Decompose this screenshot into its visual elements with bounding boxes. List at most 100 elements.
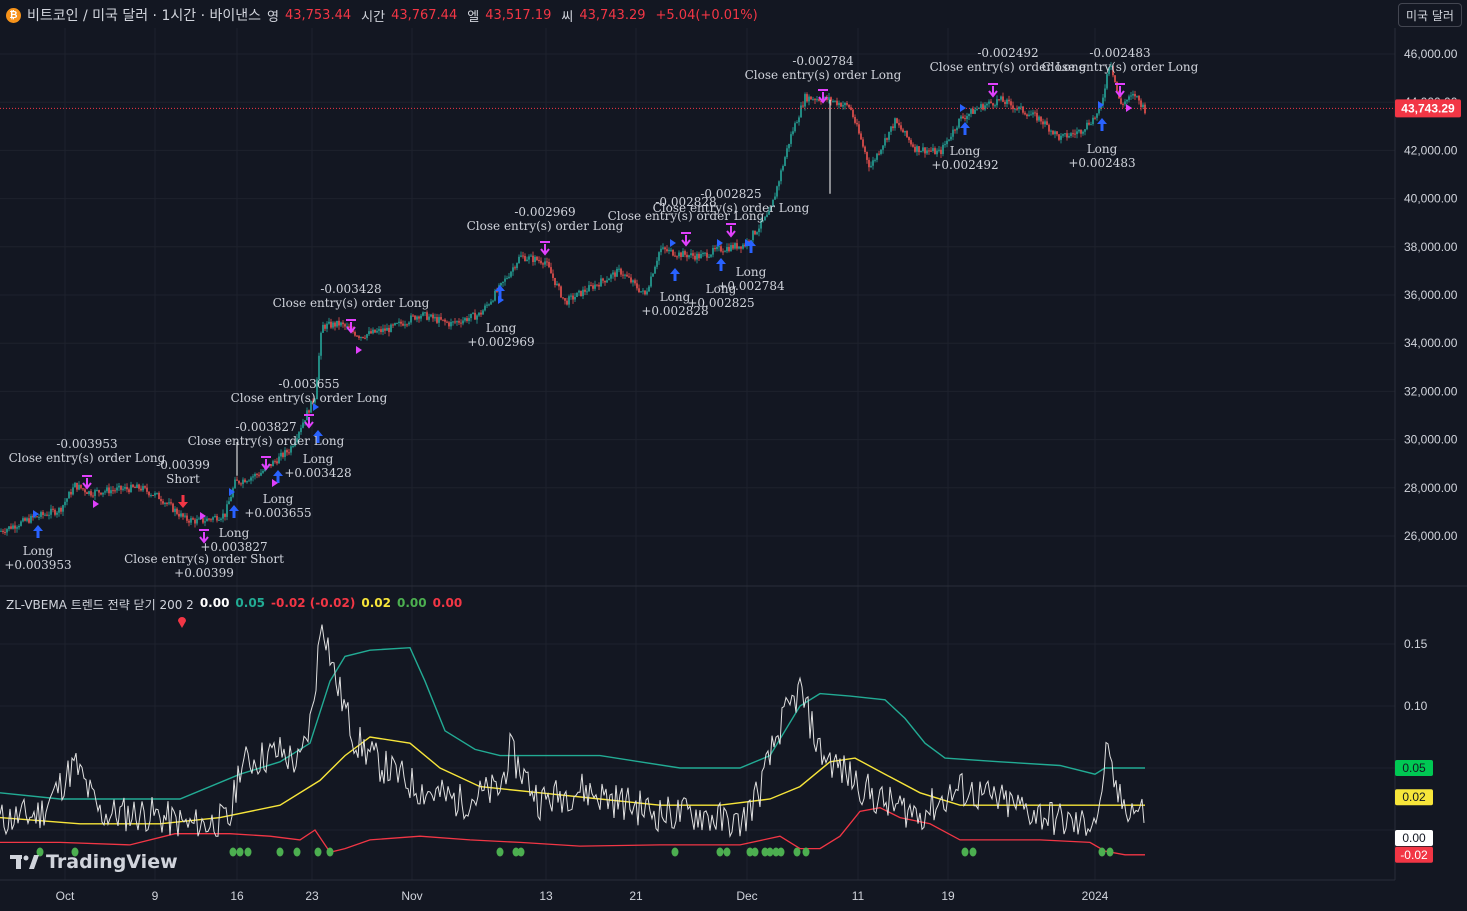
candle-body (534, 256, 536, 263)
indicator-name[interactable]: ZL-VBEMA 트렌드 전략 닫기 200 2 (6, 598, 194, 612)
trade-label-19: Close entry(s) order Long (930, 60, 1087, 74)
candle-body (800, 105, 802, 118)
candle-body (1002, 96, 1004, 102)
candle-body (210, 519, 212, 521)
long-entry-arrow-icon (716, 258, 726, 271)
candle-body (54, 509, 56, 515)
price-tick-label: 40,000.00 (1404, 192, 1458, 206)
candle-body (404, 324, 406, 326)
close-short-icon (199, 529, 209, 544)
signal-dot-icon (1098, 847, 1106, 857)
candle-body (418, 316, 420, 319)
time-tick-label: 11 (852, 889, 865, 903)
candle-body (212, 517, 214, 520)
signal-dot-icon (969, 847, 977, 857)
signal-triangle-icon (960, 104, 966, 112)
candle-body (332, 322, 334, 328)
candle-body (90, 491, 92, 496)
candle-body (160, 499, 162, 502)
candle-body (436, 317, 438, 323)
trade-label-16: +0.002784 (717, 279, 785, 293)
candle-body (816, 99, 818, 101)
trade-label-13: -0.002828 (655, 195, 716, 209)
candle-body (494, 290, 496, 301)
candle-body (248, 480, 250, 482)
candle-body (712, 247, 714, 255)
candle-body (414, 315, 416, 320)
time-tick-label: 23 (305, 889, 319, 903)
candle-body (976, 108, 978, 110)
candle-body (148, 491, 150, 496)
candle-body (362, 336, 364, 338)
candle-body (920, 151, 922, 153)
candle-body (908, 137, 910, 141)
candle-body (272, 461, 274, 467)
candle-body (600, 278, 602, 287)
candle-body (614, 272, 616, 277)
candle-body (486, 304, 488, 306)
time-tick-label: 19 (941, 889, 955, 903)
candle-body (644, 290, 646, 295)
trade-label-15: Close entry(s) order Long (653, 201, 810, 215)
candle-body (86, 492, 88, 494)
candle-body (690, 253, 692, 256)
indicator-legend[interactable]: ZL-VBEMA 트렌드 전략 닫기 200 2 0.00 0.05 -0.02 (… (6, 596, 462, 613)
indicator-value-2: -0.02 (-0.02) (271, 596, 356, 610)
short-entry-arrow-icon (178, 495, 188, 508)
candle-body (1138, 95, 1140, 101)
candle-body (108, 487, 110, 494)
candle-body (104, 491, 106, 493)
candle-body (1038, 116, 1040, 121)
trade-label-17: -0.002784 (792, 54, 854, 68)
candle-body (1098, 109, 1100, 114)
candle-body (762, 220, 764, 222)
candle-body (470, 313, 472, 319)
candle-body (124, 487, 126, 489)
candle-body (68, 491, 70, 499)
tradingview-logo[interactable]: TradingView (10, 851, 178, 873)
candle-body (568, 296, 570, 305)
candle-body (836, 100, 838, 105)
signal-triangle-icon (200, 512, 206, 520)
candle-body (1108, 66, 1110, 75)
candle-body (866, 151, 868, 160)
candle-body (426, 312, 428, 320)
candle-body (528, 256, 530, 260)
candle-body (930, 150, 932, 152)
candle-body (28, 518, 30, 523)
signal-dot-icon (244, 847, 252, 857)
candle-body (846, 103, 848, 105)
candle-body (280, 452, 282, 457)
indicator-badge-1 (1395, 789, 1433, 806)
candle-body (188, 520, 190, 523)
candle-body (424, 312, 426, 314)
candle-body (896, 118, 898, 124)
candle-body (14, 525, 16, 529)
candle-body (658, 252, 660, 261)
grid-lines (0, 28, 1395, 880)
candle-body (334, 322, 336, 327)
bitcoin-icon: ₿ (6, 7, 21, 23)
trade-label-8: Long (303, 452, 334, 466)
currency-button[interactable]: 미국 달러 (1398, 3, 1462, 27)
candle-body (1128, 96, 1130, 100)
candle-body (674, 255, 676, 257)
indicator-volatility-line (0, 624, 1145, 838)
candle-body (916, 146, 918, 152)
trade-label-5: -0.003827 (235, 420, 296, 434)
candle-body (974, 109, 976, 114)
candle-body (998, 99, 1000, 101)
candle-body (950, 136, 952, 140)
candle-body (208, 518, 210, 520)
candle-body (1130, 95, 1132, 97)
trade-label-7: Close entry(s) order Long (231, 391, 388, 405)
candle-body (224, 513, 226, 517)
candle-body (594, 284, 596, 289)
symbol-title[interactable]: 비트코인 / 미국 달러 · 1시간 · 바이낸스 (27, 8, 261, 24)
candle-body (792, 131, 794, 135)
candle-body (444, 319, 446, 322)
indicator-lower-band (0, 807, 1145, 856)
candle-body (858, 124, 860, 134)
candle-body (364, 337, 366, 339)
